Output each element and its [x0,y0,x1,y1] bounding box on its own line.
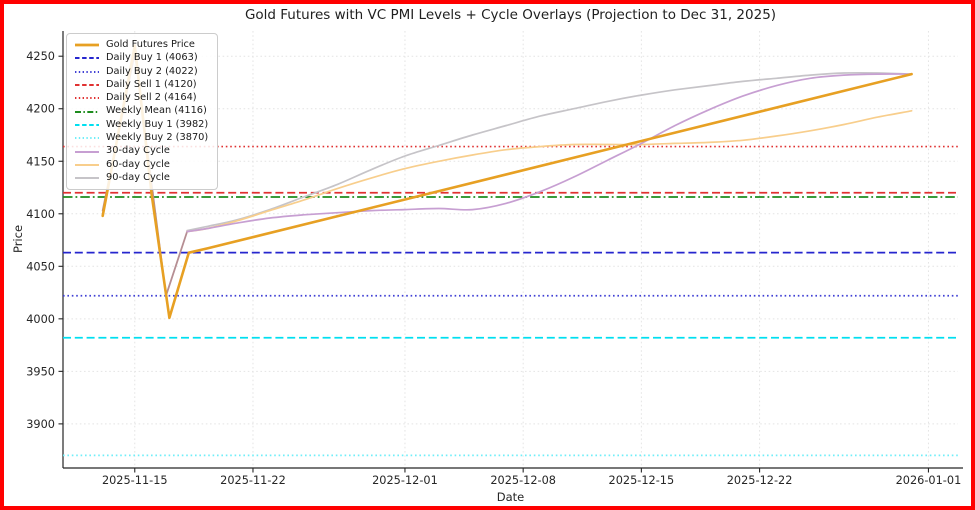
legend-line-sample-icon [75,97,99,100]
legend-line-sample-icon [75,123,99,126]
y-tick-label: 4050 [26,260,55,273]
series-gold-futures-price [101,44,913,320]
x-tick-label: 2025-12-15 [609,474,675,487]
legend-line-sample-icon [75,177,99,180]
legend-item-label: Gold Futures Price [106,39,195,50]
plot-area: 2025-11-15 2025-11-22 2025-12-01 2025-12-08… [26,31,963,487]
legend-item-label: 90-day Cycle [106,171,170,183]
x-tick-label: 2026-01-01 [896,474,962,487]
legend-item-label: Weekly Mean (4116) [106,105,207,117]
x-tick-label: 2025-11-15 [102,474,168,487]
legend-line-sample-icon [75,57,99,60]
legend-line-sample-icon [75,70,99,73]
legend-line-sample-icon [75,137,99,140]
series-30-day-cycle [186,73,913,233]
legend-line-sample-icon [75,43,99,47]
legend-item-label: Weekly Buy 1 (3982) [106,118,209,130]
legend-line-sample-icon [75,84,99,87]
x-tick-label: 2025-12-08 [490,474,556,487]
series-60-day-cycle [186,109,913,233]
x-tick-label: 2025-12-01 [372,474,438,487]
legend-item-label: 30-day Cycle [106,145,170,157]
chart-title: Gold Futures with VC PMI Levels + Cycle … [244,7,777,23]
legend: Gold Futures Price Daily Buy 1 (4063) Dail… [66,33,219,191]
legend-item-label: Daily Buy 2 (4022) [106,65,198,77]
legend-line-sample-icon [75,163,99,166]
y-tick-label: 3900 [26,418,55,431]
y-tick-label: 3950 [26,365,55,378]
legend-item: Daily Buy 1 (4063) [74,52,208,64]
y-tick-label: 4100 [26,208,55,221]
series-90-day-cycle [186,71,913,232]
legend-item: 30-day Cycle [74,145,208,157]
legend-item: Daily Sell 2 (4164) [74,92,208,104]
x-tick-label: 2025-12-22 [727,474,793,487]
legend-line-sample-icon [75,150,99,153]
legend-item: Gold Futures Price [74,39,208,51]
legend-item-label: Daily Buy 1 (4063) [106,52,198,64]
legend-line-sample-icon [75,110,99,113]
legend-item: Daily Sell 1 (4120) [74,79,208,91]
legend-item: Weekly Mean (4116) [74,105,208,117]
legend-item-label: Daily Sell 1 (4120) [106,78,197,90]
legend-item: 90-day Cycle [74,172,208,184]
y-axis-label: Price [11,224,25,254]
legend-item-label: Weekly Buy 2 (3870) [106,132,209,144]
legend-item: Weekly Buy 1 (3982) [74,119,208,131]
y-tick-label: 4200 [26,103,55,116]
legend-item: Weekly Buy 2 (3870) [74,132,208,144]
y-tick-label: 4250 [26,50,55,63]
legend-item-label: Daily Sell 2 (4164) [106,92,197,104]
y-tick-label: 4000 [26,313,55,326]
x-tick-label: 2025-11-22 [220,474,286,487]
y-tick-label: 4150 [26,155,55,168]
legend-item-label: 60-day Cycle [106,158,170,170]
legend-item: Daily Buy 2 (4022) [74,66,208,78]
x-axis-label: Date [496,490,525,504]
legend-item: 60-day Cycle [74,159,208,171]
